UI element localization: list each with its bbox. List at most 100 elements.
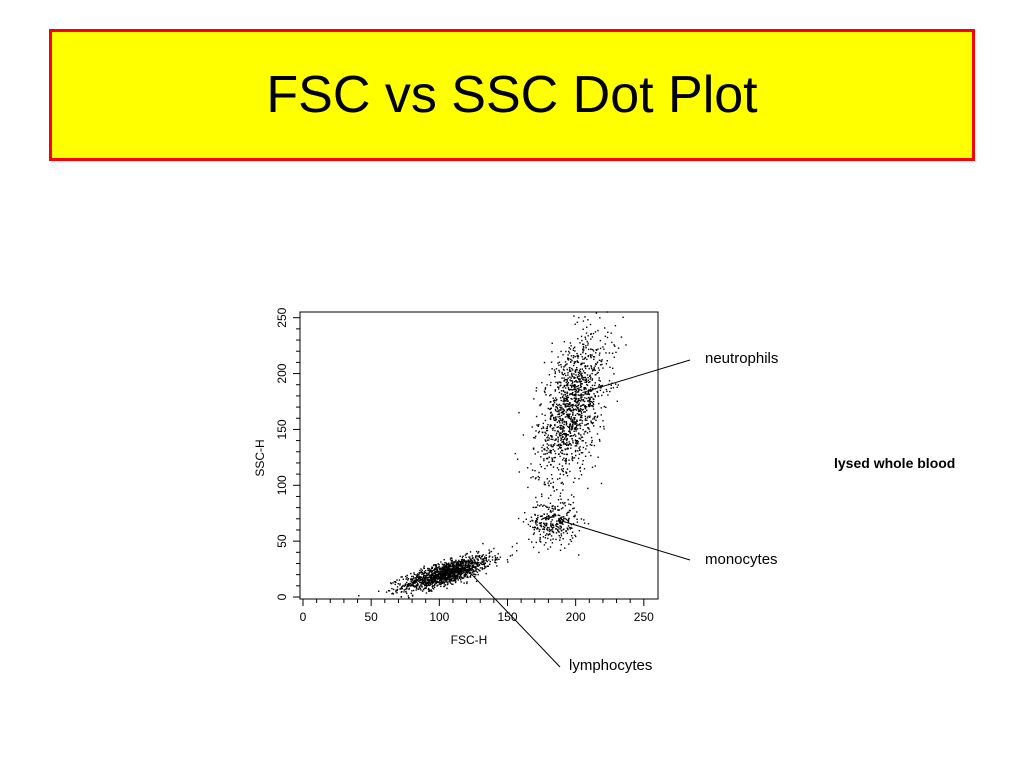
dot-neutrophils [551,351,553,353]
dot-neutrophils [569,393,571,395]
dot-neutrophils [579,416,582,419]
dot-neutrophils [563,369,565,371]
dot-neutrophils [556,406,558,409]
y-tick-label: 50 [275,534,289,548]
dot-lymphocytes [470,574,472,576]
dot-neutrophils [616,386,618,388]
dot-neutrophils [565,461,567,463]
dot-neutrophils [542,422,544,425]
y-tick-label: 250 [275,307,289,327]
dot-monocytes [545,518,547,520]
dot-lymphocytes [426,581,429,583]
dot-lymphocytes [516,550,518,552]
dot-lymphocytes [443,563,445,566]
dot-monocytes [568,526,571,529]
dot-lymphocytes [470,568,472,570]
dot-neutrophils [571,375,574,378]
dot-neutrophils [535,387,538,389]
dot-neutrophils [575,401,577,403]
dot-lymphocytes [404,583,407,585]
dot-lymphocytes [482,554,484,556]
dot-neutrophils [590,366,593,368]
dot-lymphocytes [489,551,491,553]
dot-lymphocytes [417,584,419,586]
dot-lymphocytes [441,581,443,584]
dot-neutrophils [571,406,574,409]
dot-neutrophils [562,390,565,392]
dot-lymphocytes [413,585,415,588]
dot-lymphocytes [451,571,453,573]
dot-neutrophils [563,385,565,388]
dot-neutrophils [567,448,569,450]
dot-neutrophils [570,361,572,363]
dot-neutrophils [569,431,571,433]
dot-lymphocytes [434,578,437,580]
dot-lymphocytes [441,570,443,573]
dot-neutrophils [580,436,583,438]
dot-neutrophils [571,424,574,426]
population-lymphocytes [358,542,518,599]
dot-lymphocytes [475,566,477,568]
dot-monocytes [565,530,567,532]
dot-neutrophils [577,432,580,434]
dot-monocytes [539,538,541,540]
dot-neutrophils [577,407,579,410]
dot-lymphocytes [413,582,415,584]
dot-lymphocytes [470,558,472,561]
dot-neutrophils [558,364,560,366]
dot-monocytes [558,535,560,537]
dot-lymphocytes [437,578,439,580]
dot-lymphocytes [441,571,444,573]
dot-monocytes [560,508,563,510]
dot-neutrophils [550,494,552,497]
dot-monocytes [535,541,537,544]
dot-lymphocytes [400,586,403,589]
dot-monocytes [572,523,575,525]
dot-lymphocytes [448,580,450,582]
dot-neutrophils [561,465,564,467]
dot-neutrophils [576,391,579,393]
dot-neutrophils [552,397,554,399]
dot-neutrophils [578,402,580,404]
dot-lymphocytes [416,575,418,577]
dot-neutrophils [564,405,566,407]
y-tick-label: 150 [275,419,289,439]
dot-neutrophils [558,381,561,383]
dot-neutrophils [568,407,571,409]
dot-neutrophils [569,379,571,381]
dot-lymphocytes [421,586,423,588]
dot-neutrophils [567,377,569,379]
dot-neutrophils [560,438,563,440]
dot-lymphocytes [485,558,487,560]
dot-lymphocytes [474,575,476,578]
dot-neutrophils [608,380,611,382]
dot-neutrophils [584,431,586,433]
dot-neutrophils [583,379,585,381]
dot-lymphocytes [419,585,421,587]
dot-neutrophils [560,418,562,420]
dot-neutrophils [571,459,574,462]
dot-lymphocytes [412,582,415,585]
dot-lymphocytes [439,570,441,573]
dot-neutrophils [543,448,545,450]
dot-lymphocytes [432,574,434,576]
dot-neutrophils [550,415,552,418]
dot-neutrophils [579,423,581,425]
dot-neutrophils [565,374,567,377]
dot-neutrophils [562,468,565,470]
dot-neutrophils [574,384,576,386]
dot-neutrophils [589,323,592,326]
dot-neutrophils [580,396,582,398]
dot-lymphocytes [434,571,436,573]
dot-lymphocytes [402,584,404,587]
dot-neutrophils [572,408,575,410]
dot-lymphocytes [488,556,490,558]
dot-monocytes [549,502,552,504]
dot-neutrophils [558,391,561,394]
dot-neutrophils [582,460,584,462]
dot-neutrophils [573,361,576,364]
dot-neutrophils [570,345,572,347]
dot-neutrophils [535,430,537,432]
dot-neutrophils [572,434,575,437]
